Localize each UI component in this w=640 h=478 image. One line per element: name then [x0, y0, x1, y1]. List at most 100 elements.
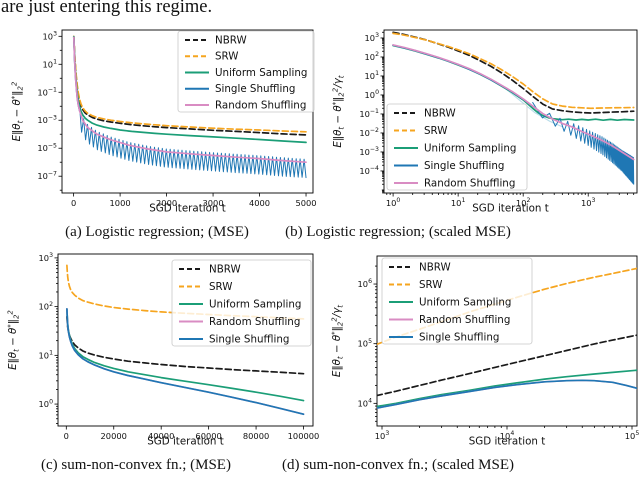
subplot-a: 0 1000 2000 3000 4000 500010310110−110−310−51…	[10, 29, 317, 215]
x-tick-label: 3000	[203, 198, 224, 208]
series-group	[392, 31, 635, 185]
y-tick-label: 102	[365, 51, 380, 62]
x-tick-label: 4000	[249, 198, 270, 208]
x-tick-label: 103	[581, 197, 596, 208]
y-axis: 104 105 106	[358, 265, 377, 422]
series-nbrw	[377, 334, 637, 397]
series-random-shuffling	[392, 44, 635, 161]
x-tick-label: 105	[625, 430, 640, 441]
x-tick-label: 40000	[148, 431, 174, 441]
y-tick-label: 10−3	[37, 114, 57, 125]
legend-box	[171, 259, 312, 347]
x-axis-label: SGD iteration t	[147, 436, 224, 448]
subplot-b: 100 101 102 103 103 102 101 100 10−1 10−2 10−3 10−4…	[331, 29, 638, 215]
x-tick-label: 102	[516, 197, 531, 208]
x-axis-label: SGD iteration t	[469, 436, 546, 448]
subplot-d-canvas: 103 104 105 104 105 106 SGD iteration t E‖θt − …	[330, 255, 640, 448]
series-nbrw	[66, 315, 305, 375]
series-uniform-sampling	[377, 369, 637, 408]
y-axis: 103 101 10−1 10−3 10−5 10−7	[37, 30, 62, 191]
y-tick-label: 103	[43, 30, 58, 41]
y-tick-label: 10−3	[359, 146, 379, 157]
legend-label-random-shuffling: Random Shuffling	[424, 177, 515, 189]
y-tick-label: 105	[358, 338, 373, 349]
legend-box	[177, 30, 315, 113]
x-axis-label: SGD iteration t	[149, 203, 226, 215]
x-axis: 0 1000 2000 3000 4000 5000	[71, 193, 317, 208]
x-axis: 0 20000 40000 60000 80000 100000	[64, 426, 319, 441]
x-tick-label: 103	[375, 430, 390, 441]
caption-d: (d) sum-non-convex fn.; (scaled MSE)	[281, 457, 515, 473]
y-tick-label: 100	[39, 398, 54, 409]
x-axis: 103 104 105	[375, 426, 640, 441]
x-tick-label: 1000	[110, 198, 131, 208]
y-axis: 103 102 101 100	[39, 252, 58, 424]
caption-a: (a) Logistic regression; (MSE)	[65, 224, 249, 240]
y-tick-label: 104	[358, 398, 373, 409]
y-tick-label: 10−7	[37, 170, 57, 181]
x-tick-label: 100	[386, 197, 401, 208]
y-axis-label: E‖θt − θ*‖22	[6, 310, 20, 370]
y-tick-label: 102	[39, 301, 54, 312]
caption-c: (c) sum-non-convex fn.; (MSE)	[41, 457, 231, 473]
x-tick-label: 104	[500, 430, 515, 441]
y-tick-label: 10−4	[359, 165, 379, 176]
legend-label-nbrw: NBRW	[215, 34, 247, 46]
legend-label-random-shuffling: Random Shuffling	[419, 314, 510, 326]
series-single-shuffling	[392, 44, 534, 107]
legend-label-uniform-sampling: Uniform Sampling	[215, 67, 307, 79]
x-tick-label: 5000	[295, 198, 316, 208]
y-tick-label: 101	[43, 58, 58, 69]
x-axis: 100 101 102 103	[386, 193, 635, 208]
x-axis-label: SGD iteration t	[472, 203, 549, 215]
legend-label-random-shuffling: Random Shuffling	[215, 99, 306, 111]
subplot-a-canvas: 0 1000 2000 3000 4000 500010310110−110−310−51…	[10, 29, 317, 215]
legend-label-srw: SRW	[419, 279, 442, 291]
legend-box	[386, 103, 528, 191]
x-tick-label: 101	[451, 197, 466, 208]
y-tick-label: 10−1	[359, 108, 379, 119]
y-tick-label: 103	[39, 252, 54, 263]
legend: NBRW SRW Uniform Sampling Random Shuffling S…	[381, 257, 533, 345]
subplot-b-canvas: 100 101 102 103 103 102 101 100 10−1 10−2 10−3 10−4…	[331, 29, 638, 215]
axes-frame	[383, 29, 638, 194]
legend-label-uniform-sampling: Uniform Sampling	[424, 142, 516, 154]
legend-label-single-shuffling: Single Shuffling	[419, 331, 499, 343]
y-tick-label: 10−2	[359, 127, 379, 138]
y-tick-label: 106	[358, 278, 373, 289]
y-axis-label: E‖θt − θ*‖22/γt	[330, 305, 344, 377]
x-tick-label: 80000	[243, 431, 269, 441]
x-tick-label: 0	[64, 431, 69, 441]
series-srw	[392, 32, 635, 110]
legend-label-srw: SRW	[209, 281, 232, 293]
series-random-shuffling	[72, 36, 307, 164]
legend-label-single-shuffling: Single Shuffling	[215, 83, 295, 95]
x-tick-label: 20000	[101, 431, 127, 441]
legend: NBRW SRW Uniform Sampling Random Shuffling S…	[171, 259, 312, 347]
y-axis-label: E‖θt − θ*‖22/γt	[331, 75, 345, 147]
x-tick-label: 60000	[195, 431, 221, 441]
legend-label-uniform-sampling: Uniform Sampling	[209, 298, 301, 310]
y-axis: 103 102 101 100 10−1 10−2 10−3 10−4	[359, 31, 384, 194]
legend-label-single-shuffling: Single Shuffling	[424, 160, 504, 172]
legend-label-single-shuffling: Single Shuffling	[209, 333, 289, 345]
legend-label-uniform-sampling: Uniform Sampling	[419, 296, 511, 308]
y-tick-label: 101	[365, 70, 380, 81]
y-axis-label: E‖θt − θ*‖22	[10, 81, 24, 141]
legend: NBRW SRW Uniform Sampling Single Shuffling R…	[177, 30, 315, 113]
series-group	[72, 35, 307, 179]
legend-label-srw: SRW	[424, 125, 447, 137]
legend-label-nbrw: NBRW	[424, 107, 456, 119]
y-tick-label: 100	[365, 89, 380, 100]
series-single-shuffling-oscillation	[532, 102, 635, 185]
legend-label-srw: SRW	[215, 51, 238, 63]
legend-label-nbrw: NBRW	[419, 261, 451, 273]
legend-label-nbrw: NBRW	[209, 263, 241, 275]
series-nbrw	[392, 31, 635, 114]
intro-text: are just entering this regime.	[1, 0, 213, 17]
axes-frame	[57, 253, 314, 427]
subplot-c: 0 20000 40000 60000 80000 100000 103 102 101 100 S…	[6, 252, 319, 447]
series-single-shuffling-oscillation	[79, 107, 307, 179]
subplot-c-canvas: 0 20000 40000 60000 80000 100000 103 102 101 100 S…	[6, 252, 319, 447]
